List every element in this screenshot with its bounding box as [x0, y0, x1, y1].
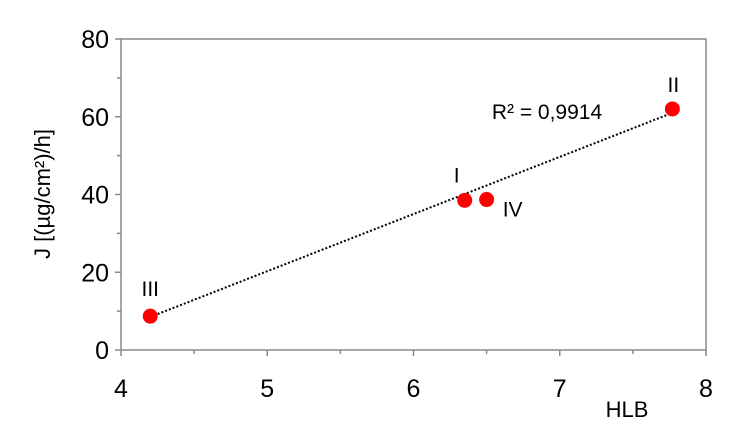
- x-axis-ticks: 4 5 6 7 8: [114, 350, 713, 403]
- y-tick-label: 20: [81, 259, 109, 287]
- y-axis-title: J [(µg/cm²)/h]: [30, 129, 55, 259]
- x-tick-label: 6: [407, 375, 421, 403]
- data-point-iv: [479, 192, 495, 208]
- point-label-i: I: [454, 164, 460, 187]
- y-tick-label: 40: [81, 182, 109, 210]
- x-tick-label: 7: [553, 375, 567, 403]
- data-point-i: [457, 192, 473, 208]
- y-tick-label: 0: [95, 337, 109, 365]
- y-axis-ticks: 0 20 40 60 80: [81, 26, 121, 365]
- y-tick-label: 60: [81, 104, 109, 132]
- x-axis-title: HLB: [606, 397, 649, 422]
- linear-trendline: [149, 111, 673, 318]
- plot-area-frame: [120, 38, 707, 351]
- trendline-group: [149, 111, 673, 318]
- point-label-ii: II: [668, 74, 680, 97]
- data-points: [142, 101, 680, 324]
- data-point-iii: [142, 308, 158, 324]
- x-tick-label: 5: [260, 375, 274, 403]
- point-label-iii: III: [141, 278, 159, 301]
- r-squared-label: R² = 0,9914: [492, 101, 603, 124]
- y-tick-label: 80: [81, 26, 109, 54]
- x-tick-label: 4: [114, 375, 128, 403]
- data-point-ii: [664, 101, 680, 117]
- x-tick-label: 8: [699, 375, 713, 403]
- point-label-iv: IV: [503, 199, 523, 222]
